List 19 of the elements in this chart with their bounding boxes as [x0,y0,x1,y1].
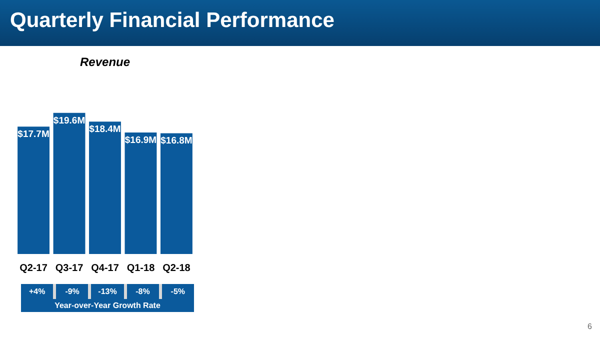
text: -13% [91,284,127,299]
text: +4% [21,284,56,299]
text: -9% [56,284,92,299]
data-label: $17.7M [18,129,50,140]
data-label: $18.4M [89,124,121,135]
x-tick-label: Q1-18 [126,262,156,274]
data-label: $16.8M [160,136,192,147]
x-tick-label: Q2-17 [20,262,48,274]
chart-title: Quarterly Financial Performance [10,9,334,33]
text: Year-over-Year Growth Rate [54,300,162,312]
chart-subtitle: Revenue [80,55,130,69]
x-tick-label: Q4-17 [91,262,120,274]
x-tick-label: Q3-17 [55,262,84,274]
data-label: $16.9M [124,134,157,146]
text: -5% [170,286,186,298]
text: 6 [588,322,592,331]
text: -8% [126,284,162,299]
data-label: $19.6M [53,115,86,126]
x-tick-label: Q2-18 [162,262,191,274]
